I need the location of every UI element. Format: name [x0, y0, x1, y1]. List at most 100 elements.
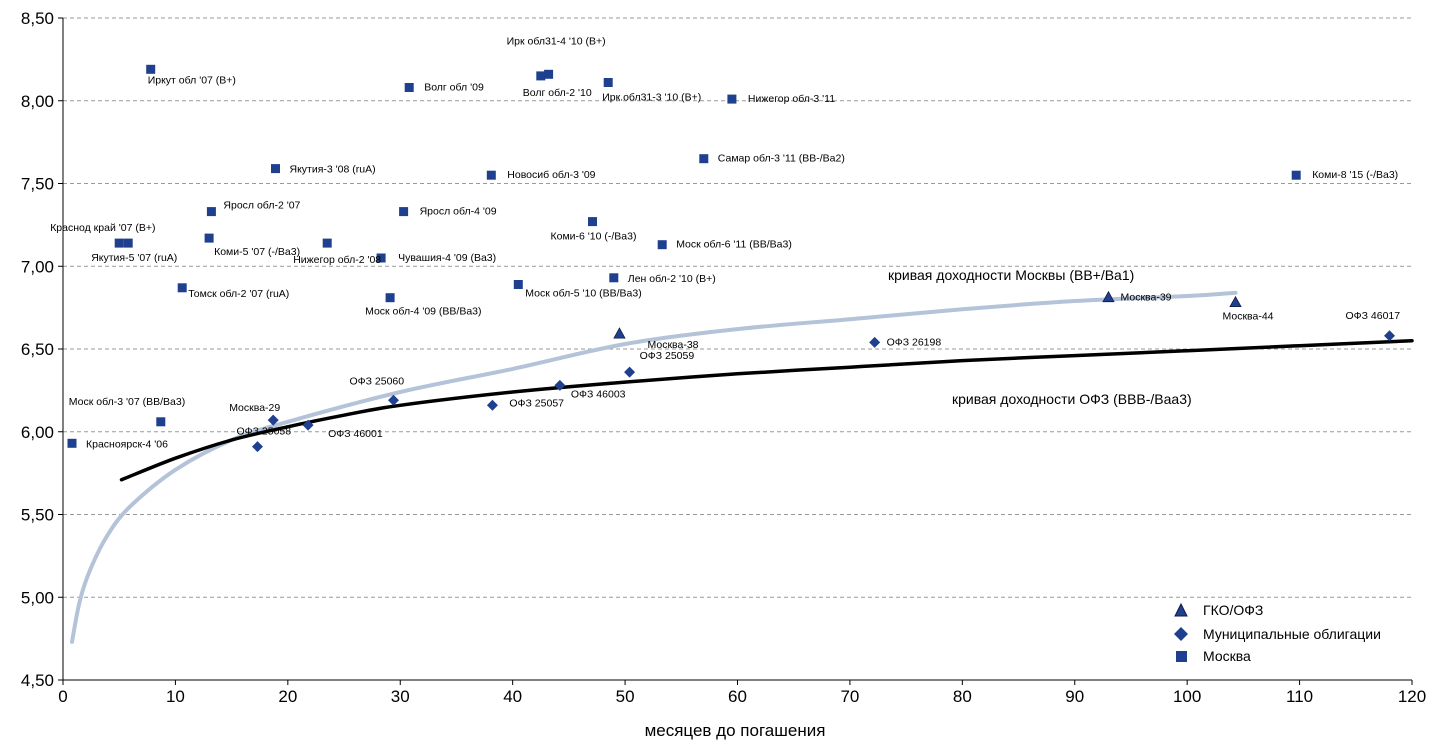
- data-label: Чувашия-4 '09 (Ba3): [398, 252, 496, 264]
- data-point-square: [204, 233, 214, 243]
- x-tick-label: 80: [953, 687, 972, 706]
- square-icon: [1176, 651, 1187, 662]
- point-labels: Москва-38 Москва-39 Москва-44 ОФЗ 25058 Моск…: [50, 35, 1400, 450]
- x-tick-label: 120: [1398, 687, 1426, 706]
- data-label: Краснод край '07 (B+): [50, 222, 155, 234]
- data-label: Томск обл-2 '07 (ruA): [188, 288, 289, 300]
- legend-item-municipal: Муниципальные облигации: [1174, 626, 1381, 642]
- data-label: Моск обл-3 '07 (BB/Ba3): [69, 396, 185, 408]
- data-label: ОФЗ 25058: [237, 426, 292, 438]
- data-point-square: [588, 217, 597, 227]
- data-point-diamond: [388, 394, 400, 406]
- x-tick-label: 40: [503, 687, 522, 706]
- data-label: Иркут обл '07 (B+): [148, 74, 236, 86]
- x-tick-label: 10: [166, 687, 185, 706]
- data-point-triangle: [1102, 290, 1115, 303]
- data-label: ОФЗ 25060: [350, 375, 405, 387]
- moscow-yield-curve: [70, 290, 1238, 644]
- x-tick-label: 60: [728, 687, 747, 706]
- data-point-square: [657, 240, 667, 250]
- data-point-square: [609, 273, 619, 283]
- x-axis-label: месяцев до погашения: [645, 721, 826, 740]
- legend-item-gko: ГКО/ОФЗ: [1174, 602, 1263, 618]
- data-label: ОФЗ 46003: [571, 388, 626, 400]
- data-label: ОФЗ 46017: [1346, 310, 1401, 322]
- data-point-triangle: [1229, 295, 1242, 308]
- y-tick-label: 8,50: [21, 9, 54, 28]
- data-point-square: [727, 94, 737, 104]
- ofz-yield-curve: [119, 338, 1414, 482]
- data-point-square: [146, 64, 156, 74]
- data-label: Москва-29: [229, 402, 280, 414]
- x-tick-label: 70: [840, 687, 859, 706]
- data-point-square: [322, 238, 332, 248]
- legend: ГКО/ОФЗ Муниципальные облигации Москва: [1174, 602, 1381, 664]
- data-point-diamond: [554, 379, 566, 391]
- data-point-square: [399, 207, 409, 217]
- data-label: Москва-44: [1223, 311, 1274, 323]
- data-label: ОФЗ 25057: [509, 397, 564, 409]
- data-label: Нижегор обл-3 '11: [748, 93, 835, 105]
- grid: [63, 17, 1412, 598]
- data-label: Якутия-5 '07 (ruA): [91, 252, 177, 264]
- data-point-square: [536, 71, 546, 81]
- data-label: Москва-39: [1121, 292, 1172, 304]
- data-label: Ирк обл31-4 '10 (B+): [507, 35, 606, 47]
- data-point-square: [385, 293, 395, 303]
- legend-item-moscow: Москва: [1176, 648, 1251, 664]
- data-point-square: [404, 83, 414, 92]
- data-label: Красноярск-4 '06: [86, 438, 168, 450]
- data-label: Новосиб обл-3 '09: [507, 169, 595, 181]
- y-tick-label: 6,00: [21, 423, 54, 442]
- data-point-square: [544, 69, 554, 79]
- data-point-diamond: [1384, 330, 1396, 342]
- data-label: Моск обл-6 '11 (BB/Ba3): [676, 239, 792, 251]
- data-point-square: [114, 238, 124, 248]
- legend-label: Москва: [1203, 648, 1251, 664]
- curves: [70, 290, 1414, 644]
- y-tick-label: 7,50: [21, 175, 54, 194]
- data-label: ОФЗ 26198: [887, 336, 942, 348]
- data-point-diamond: [267, 414, 279, 426]
- data-label: Коми-5 '07 (-/Ba3): [214, 246, 300, 258]
- x-tick-label: 100: [1173, 687, 1201, 706]
- data-point-diamond: [486, 399, 498, 411]
- curve-label-moscow: кривая доходности Москвы (BB+/Ba1): [888, 267, 1134, 283]
- points: [67, 64, 1396, 453]
- data-label: Яросл обл-2 '07: [223, 200, 300, 212]
- curve-label-ofz: кривая доходности ОФЗ (BBB-/Baa3): [952, 391, 1192, 407]
- data-point-square: [156, 417, 166, 427]
- x-tick-label: 50: [616, 687, 635, 706]
- data-point-triangle: [613, 327, 626, 339]
- data-point-diamond: [302, 419, 314, 431]
- data-point-diamond: [251, 441, 263, 453]
- data-point-square: [603, 78, 613, 87]
- data-label: Москва-38: [648, 339, 699, 351]
- data-point-square: [486, 170, 496, 180]
- x-tick-label: 0: [58, 687, 67, 706]
- data-point-square: [177, 283, 187, 293]
- y-tick-label: 5,50: [21, 506, 54, 525]
- data-point-square: [1291, 170, 1301, 180]
- data-point-square: [67, 438, 77, 448]
- x-tick-label: 110: [1286, 687, 1313, 706]
- y-tick-label: 6,50: [21, 340, 54, 359]
- x-tick-label: 30: [391, 687, 410, 706]
- data-point-diamond: [624, 366, 636, 378]
- y-tick-label: 4,50: [21, 671, 54, 690]
- data-label: ОФЗ 25059: [640, 350, 695, 362]
- y-tick-label: 7,00: [21, 257, 54, 276]
- x-tick-label: 90: [1065, 687, 1084, 706]
- data-point-square: [271, 164, 280, 174]
- triangle-icon: [1174, 602, 1188, 617]
- data-label: ОФЗ 46001: [328, 428, 383, 440]
- data-label: Лен обл-2 '10 (B+): [628, 273, 716, 285]
- data-label: Коми-8 '15 (-/Ba3): [1312, 169, 1398, 181]
- data-label: Волг обл '09: [424, 82, 484, 94]
- data-point-square: [513, 280, 523, 289]
- legend-label: ГКО/ОФЗ: [1203, 602, 1263, 618]
- data-label: Нижегор обл-2 '08: [293, 254, 381, 266]
- data-point-square: [699, 154, 709, 164]
- data-label: Моск обл-4 '09 (BB/Ba3): [365, 306, 481, 318]
